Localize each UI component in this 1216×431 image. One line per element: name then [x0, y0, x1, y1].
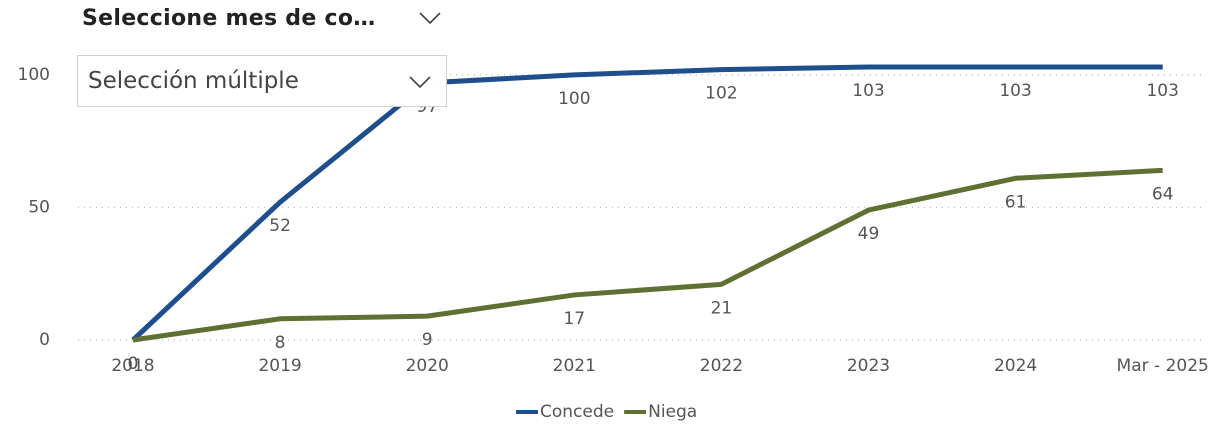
data-label: 103: [999, 81, 1031, 101]
x-tick-label: 2022: [700, 356, 743, 376]
y-tick-label: 100: [18, 65, 50, 85]
x-tick-label: 2020: [406, 356, 449, 376]
y-tick-label: 50: [28, 197, 50, 217]
data-label: 49: [858, 224, 880, 244]
slicer-placeholder: Selección múltiple: [88, 68, 299, 94]
series-line: [132, 167, 1163, 343]
data-label: 103: [852, 81, 884, 101]
data-label: 103: [1146, 81, 1178, 101]
series-line: [131, 64, 1163, 342]
data-label: 64: [1152, 184, 1174, 204]
dropdown-chevron: [409, 76, 431, 89]
data-label: 0: [128, 354, 139, 374]
x-tick-label: 2024: [994, 356, 1037, 376]
slicer-dropdown[interactable]: Selección múltiple: [77, 55, 447, 107]
data-label: 102: [705, 84, 737, 104]
data-label: 0: [128, 354, 139, 374]
legend-label: Niega: [648, 402, 697, 422]
x-tick-label: Mar - 2025: [1117, 356, 1209, 376]
x-tick-label: 2021: [553, 356, 596, 376]
slicer-title: Seleccione mes de co…: [82, 6, 376, 31]
data-label: 9: [422, 330, 433, 350]
data-label: 17: [563, 309, 585, 329]
slicer-collapse[interactable]: [418, 10, 442, 26]
x-tick-label: 2023: [847, 356, 890, 376]
x-tick-label: 2019: [258, 356, 301, 376]
data-label: 21: [711, 298, 733, 318]
x-tick-label: 2018: [111, 356, 154, 376]
data-label: 61: [1005, 192, 1027, 212]
data-label: 100: [558, 89, 590, 109]
data-label: 8: [275, 333, 286, 353]
data-label: 52: [269, 216, 291, 236]
y-tick-label: 0: [39, 330, 50, 350]
legend-label: Concede: [540, 402, 614, 422]
